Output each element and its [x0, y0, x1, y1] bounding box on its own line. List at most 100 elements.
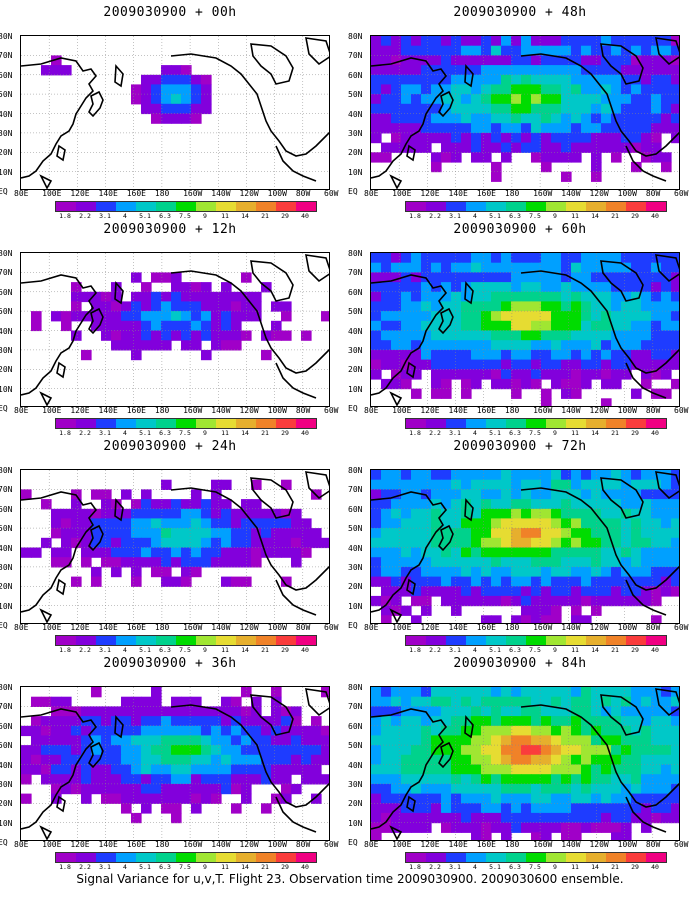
colorbar-swatch	[506, 419, 526, 428]
colorbar-label: 29	[281, 429, 289, 437]
colorbar-swatch	[176, 636, 196, 645]
colorbar-label: 5.1	[139, 646, 151, 654]
longitude-label: 140W	[561, 623, 581, 632]
latitude-label: 40N	[0, 760, 13, 770]
colorbar-swatch	[176, 202, 196, 211]
longitude-label: 100E	[42, 189, 62, 198]
colorbar-swatch	[606, 202, 626, 211]
longitude-label: 80W	[295, 840, 311, 849]
latitude-label: 50N	[348, 524, 363, 534]
colorbar-label: 4	[473, 429, 477, 437]
colorbar-label: 29	[631, 212, 639, 220]
longitude-label: 100W	[617, 406, 637, 415]
colorbar-swatch	[526, 636, 546, 645]
longitude-label: 120E	[420, 623, 440, 632]
longitude-label: 120W	[239, 623, 259, 632]
colorbar-label: 40	[301, 863, 309, 871]
colorbar-swatch	[116, 419, 136, 428]
colorbar	[405, 418, 667, 429]
latitude-label: EQ	[0, 404, 8, 413]
colorbar-label: 1.8	[409, 429, 421, 437]
colorbar-label: 14	[591, 429, 599, 437]
latitude-label: 80N	[0, 249, 13, 258]
colorbar-label: 21	[261, 429, 269, 437]
colorbar-swatch	[446, 419, 466, 428]
longitude-label: 180	[154, 406, 170, 415]
latitude-label: 20N	[0, 365, 13, 375]
latitude-label: 80N	[348, 249, 363, 258]
colorbar-label: 4	[123, 863, 127, 871]
colorbar-swatch	[506, 636, 526, 645]
longitude-label: 180	[154, 623, 170, 632]
latitude-label: 60N	[0, 287, 13, 297]
longitude-label: 140E	[448, 840, 468, 849]
colorbar-swatch	[136, 853, 156, 862]
longitude-label: 80W	[645, 189, 661, 198]
colorbar-swatch	[76, 853, 96, 862]
latitude-label: 70N	[348, 485, 363, 495]
longitude-label: 100W	[267, 189, 287, 198]
colorbar-label: 1.8	[409, 212, 421, 220]
colorbar-swatch	[426, 419, 446, 428]
longitude-label: 80W	[645, 623, 661, 632]
colorbar-swatch	[486, 853, 506, 862]
colorbar-label: 40	[651, 863, 659, 871]
latitude-label: 10N	[0, 601, 13, 611]
colorbar-swatch	[96, 853, 116, 862]
latitude-label: 30N	[348, 562, 363, 572]
colorbar-label: 11	[571, 429, 579, 437]
colorbar-label: 14	[241, 429, 249, 437]
colorbar-swatch	[136, 419, 156, 428]
colorbar-swatch	[446, 202, 466, 211]
colorbar-swatch	[566, 419, 586, 428]
colorbar-label: 7.5	[179, 212, 191, 220]
latitude-label: 60N	[0, 721, 13, 731]
latitude-label: 10N	[348, 167, 363, 177]
variance-map	[370, 252, 680, 407]
colorbar-labels: 1.8 2.2 3.1 4 5.1 6.3 7.5 9 11 14 21 29 40	[55, 429, 315, 437]
colorbar-swatch	[116, 853, 136, 862]
colorbar-label: 5.1	[139, 863, 151, 871]
colorbar-label: 4	[473, 863, 477, 871]
longitude-label: 60W	[324, 406, 339, 415]
latitude-label: 70N	[0, 51, 13, 61]
longitude-label: 140E	[448, 406, 468, 415]
colorbar-label: 9	[203, 863, 207, 871]
colorbar-label: 7.5	[529, 212, 541, 220]
longitude-label: 80W	[645, 406, 661, 415]
latitude-label: 50N	[0, 524, 13, 534]
colorbar-swatch	[466, 853, 486, 862]
colorbar-label: 5.1	[489, 646, 501, 654]
variance-map	[370, 686, 680, 841]
latitude-label: 40N	[0, 109, 13, 119]
colorbar-swatch	[566, 202, 586, 211]
longitude-label: 100W	[617, 623, 637, 632]
latitude-label: 70N	[348, 702, 363, 712]
colorbar-swatch	[566, 636, 586, 645]
colorbar-label: 5.1	[489, 863, 501, 871]
longitude-label: 60W	[674, 840, 689, 849]
latitude-label: 60N	[0, 70, 13, 80]
colorbar-swatch	[196, 853, 216, 862]
latitude-label: 20N	[348, 365, 363, 375]
colorbar-swatch	[546, 202, 566, 211]
variance-map	[370, 35, 680, 190]
colorbar-labels: 1.8 2.2 3.1 4 5.1 6.3 7.5 9 11 14 21 29 40	[405, 212, 665, 220]
latitude-label: 80N	[0, 466, 13, 475]
colorbar-swatch	[216, 853, 236, 862]
longitude-label: 100W	[617, 840, 637, 849]
latitude-label: 20N	[0, 582, 13, 592]
colorbar-swatch	[426, 636, 446, 645]
colorbar	[55, 418, 317, 429]
colorbar-label: 9	[553, 646, 557, 654]
longitude-label: 120E	[420, 189, 440, 198]
colorbar-swatch	[586, 202, 606, 211]
colorbar	[55, 852, 317, 863]
colorbar-label: 21	[611, 646, 619, 654]
colorbar-swatch	[606, 419, 626, 428]
colorbar-swatch	[256, 419, 276, 428]
colorbar-label: 1.8	[409, 863, 421, 871]
colorbar-swatch	[136, 202, 156, 211]
forecast-panel: 2009030900 + 60h 80N 70N 60N 50N 40N 30N 20N 10N…	[348, 222, 690, 440]
colorbar-swatch	[196, 202, 216, 211]
